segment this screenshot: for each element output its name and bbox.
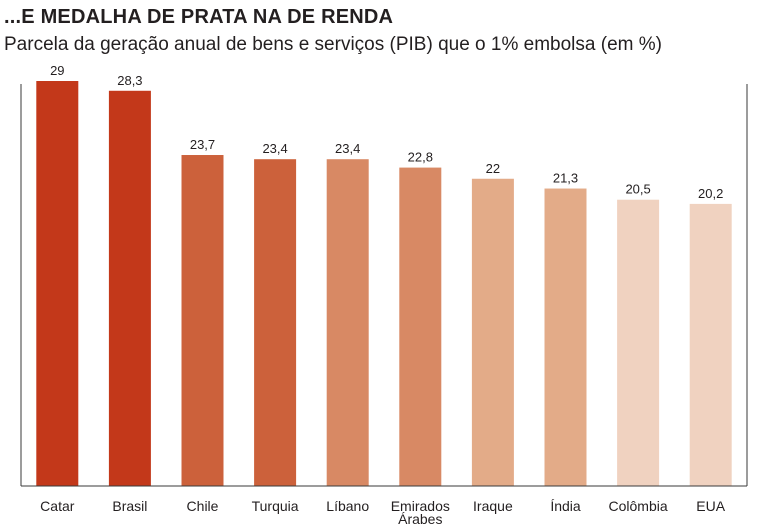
bar [36, 81, 79, 486]
bar-value-label: 23,4 [335, 141, 360, 156]
x-tick-label: Colômbia [609, 498, 668, 514]
bar [544, 188, 587, 486]
x-tick-label: Catar [40, 498, 75, 514]
chart-title: ...E MEDALHA DE PRATA NA DE RENDA [4, 6, 394, 28]
x-tick-label: Iraque [473, 498, 513, 514]
bar-value-label: 20,2 [698, 186, 723, 201]
bar [181, 155, 224, 486]
bar-value-label: 28,3 [117, 73, 142, 88]
bar [326, 159, 369, 486]
bar [254, 159, 297, 486]
x-tick-label: Turquia [252, 498, 299, 514]
bar-value-label: 22 [486, 161, 500, 176]
bar [617, 199, 660, 486]
bar [399, 167, 442, 486]
bar-value-label: 23,7 [190, 137, 215, 152]
bar [689, 203, 732, 486]
x-tick-label: Brasil [112, 498, 147, 514]
bar [471, 178, 514, 487]
chart-subtitle: Parcela da geração anual de bens e servi… [4, 34, 662, 55]
x-tick-label: Índia [550, 498, 581, 514]
x-tick-label: Líbano [326, 498, 369, 514]
x-tick-label: Emirados Árabes [391, 498, 450, 527]
bar [108, 90, 151, 486]
bar-value-label: 23,4 [262, 141, 287, 156]
bar-value-label: 21,3 [553, 171, 578, 186]
bar-value-label: 20,5 [625, 182, 650, 197]
bar-value-label: 29 [50, 63, 64, 78]
x-tick-label: EUA [696, 498, 725, 514]
bar-value-label: 22,8 [408, 150, 433, 165]
x-tick-label: Chile [187, 498, 219, 514]
